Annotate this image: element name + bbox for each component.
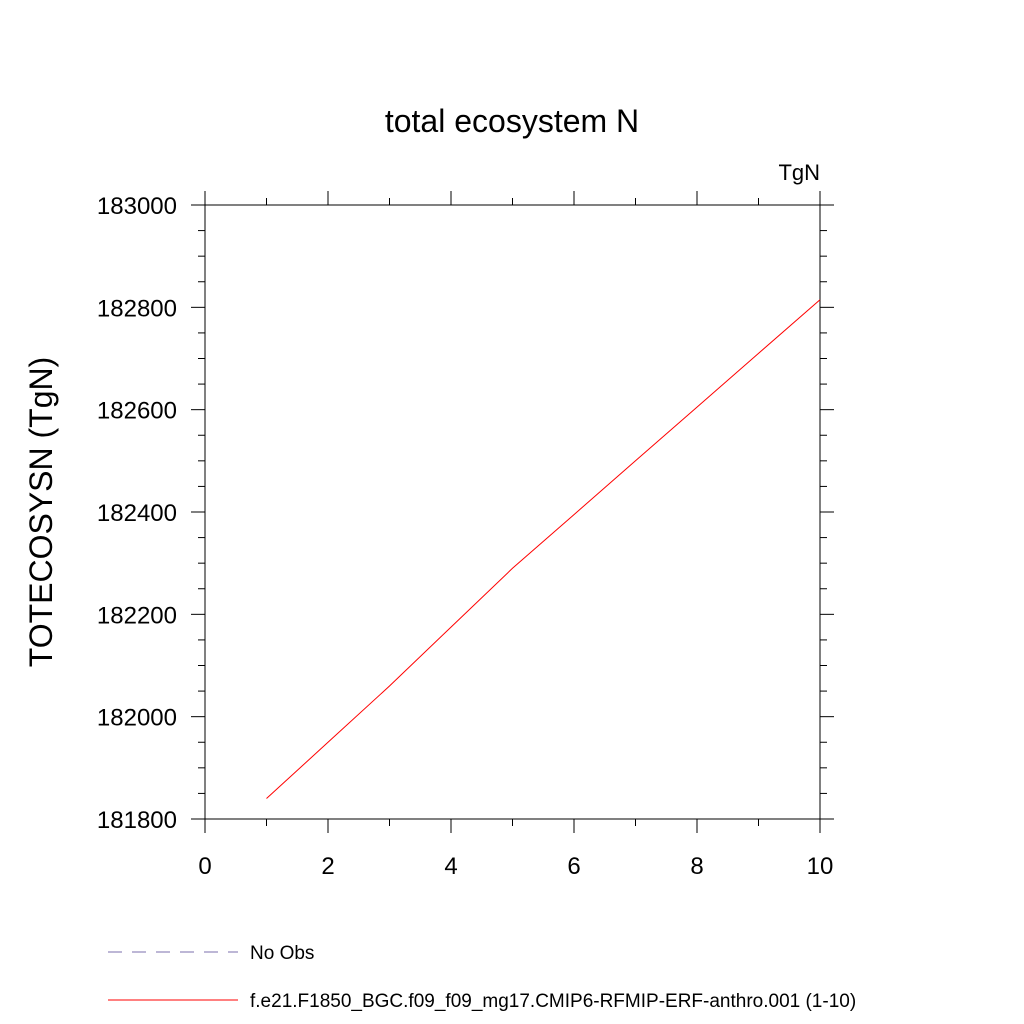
y-tick-label: 182000 <box>97 705 177 732</box>
plot-frame <box>204 204 821 820</box>
chart-title: total ecosystem N <box>385 103 639 139</box>
x-tick-label: 2 <box>321 853 334 880</box>
series-line-1 <box>266 299 821 799</box>
x-tick-label: 10 <box>807 853 834 880</box>
x-tick-label: 0 <box>198 853 211 880</box>
series-lines <box>266 299 821 799</box>
legend: No Obs f.e21.F1850_BGC.f09_f09_mg17.CMIP6… <box>108 943 856 1012</box>
y-axis-label: TOTECOSYSN (TgN) <box>23 357 59 668</box>
x-tick-label: 8 <box>690 853 703 880</box>
axis-ticks <box>191 191 834 833</box>
y-tick-label: 182400 <box>97 500 177 527</box>
y-tick-label: 182800 <box>97 295 177 322</box>
axis-tick-labels: 0 2 4 6 8 10 181800 182000 182200 182400 182600 182… <box>97 193 833 880</box>
y-tick-label: 181800 <box>97 807 177 834</box>
y-tick-label: 182600 <box>97 398 177 425</box>
legend-label-1: f.e21.F1850_BGC.f09_f09_mg17.CMIP6-RFMIP… <box>250 991 856 1012</box>
legend-label-0: No Obs <box>250 943 314 964</box>
y-tick-label: 183000 <box>97 193 177 220</box>
units-label: TgN <box>778 160 820 185</box>
y-tick-label: 182200 <box>97 602 177 629</box>
x-tick-label: 6 <box>567 853 580 880</box>
x-tick-label: 4 <box>444 853 457 880</box>
